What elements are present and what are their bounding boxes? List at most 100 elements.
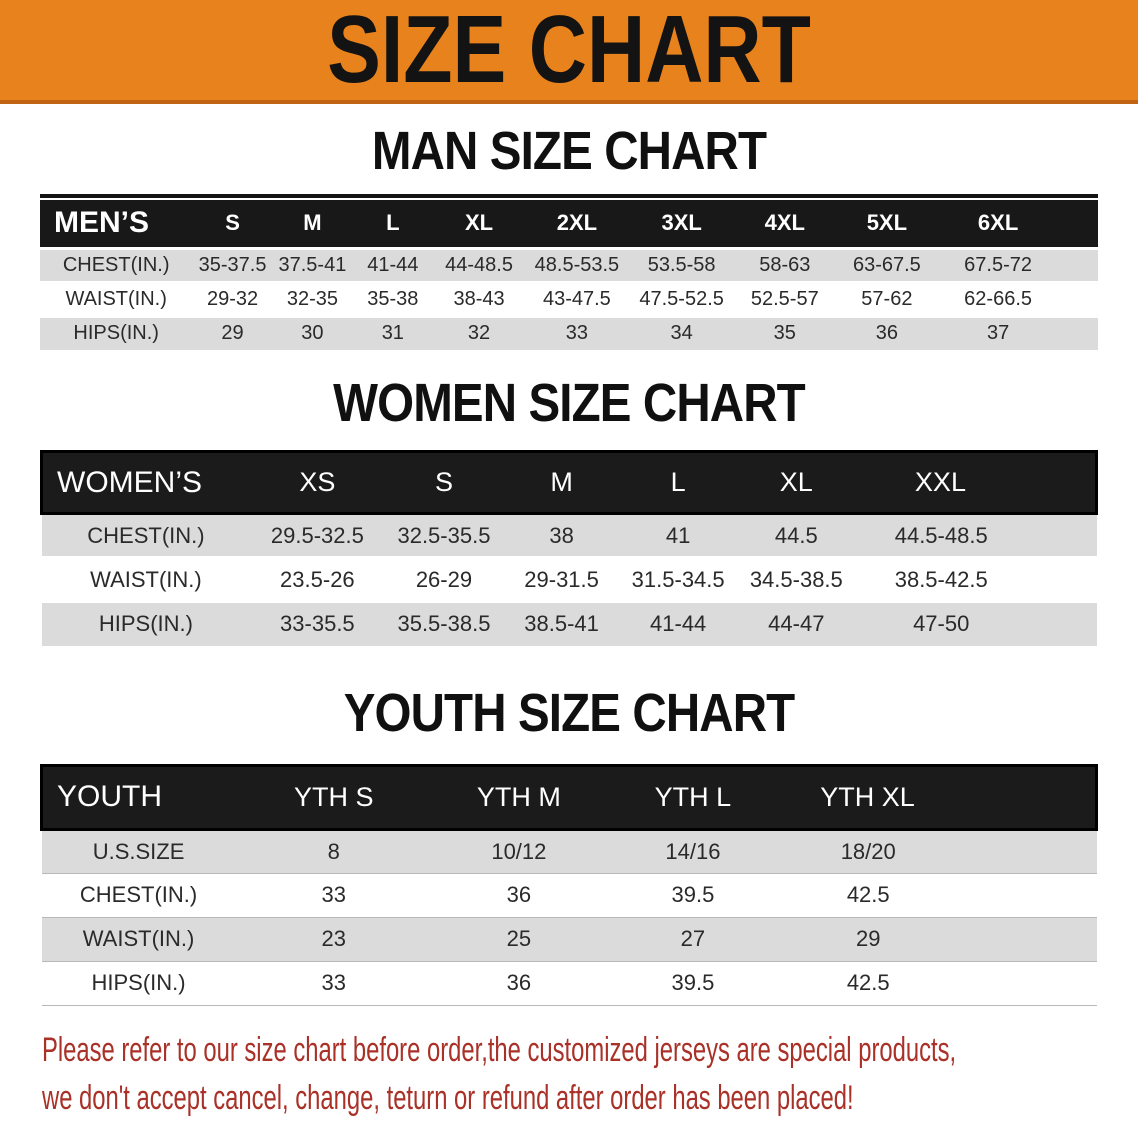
size-cell: 34 — [670, 322, 693, 345]
men-header-row: MEN’S S M L XL 2XL 3XL 4XL 5XL 6XL — [40, 200, 1098, 248]
size-cell: 38-43 — [453, 287, 505, 310]
women-section-heading: WOMEN SIZE CHART — [333, 373, 806, 433]
table-row: WAIST(IN.) 23 25 27 29 — [41, 917, 1097, 961]
size-cell: 36 — [875, 322, 898, 345]
size-cell: 8 — [327, 838, 340, 864]
disclaimer-line-2: we don't accept cancel, change, teturn o… — [42, 1078, 854, 1117]
table-row: HIPS(IN.) 33-35.5 35.5-38.5 38.5-41 41-4… — [41, 601, 1097, 646]
disclaimer: Please refer to our size chart before or… — [0, 1026, 1138, 1122]
size-column-header: 4XL — [764, 210, 805, 236]
size-cell: 34.5-38.5 — [749, 566, 843, 592]
size-column-header: M — [550, 467, 573, 497]
size-cell: 38.5-42.5 — [894, 566, 988, 592]
size-cell: 44.5-48.5 — [894, 522, 988, 548]
size-cell: 23.5-26 — [280, 566, 355, 592]
size-cell: 47-50 — [913, 611, 970, 637]
size-cell: 44-48.5 — [445, 253, 513, 276]
table-row: CHEST(IN.) 29.5-32.5 32.5-35.5 38 41 44.… — [41, 513, 1097, 558]
size-cell: 33 — [565, 322, 589, 345]
table-row: CHEST(IN.) 35-37.5 37.5-41 41-44 44-48.5… — [40, 248, 1098, 282]
size-cell: 33-35.5 — [280, 611, 355, 637]
youth-header-row: YOUTH YTH S YTH M YTH L YTH XL — [41, 765, 1097, 829]
size-cell: 23 — [321, 926, 346, 951]
size-cell: 32 — [467, 322, 491, 345]
size-cell: 44-47 — [768, 611, 825, 637]
size-cell: 36 — [506, 970, 532, 995]
size-cell: 31.5-34.5 — [631, 566, 725, 592]
size-column-header: YTH M — [476, 781, 561, 812]
size-cell: 18/20 — [840, 838, 896, 864]
size-cell: 29-32 — [206, 287, 259, 310]
women-header-row: WOMEN’S XS S M L XL XXL — [41, 451, 1097, 514]
row-label: U.S.SIZE — [92, 838, 185, 864]
table-row: WAIST(IN.) 23.5-26 26-29 29-31.5 31.5-34… — [41, 557, 1097, 602]
size-cell: 44.5 — [774, 522, 818, 548]
banner: SIZE CHART — [0, 0, 1138, 104]
size-column-header: 3XL — [661, 210, 702, 236]
men-size-table: MEN’S S M L XL 2XL 3XL 4XL 5XL 6XL CHEST… — [40, 200, 1098, 350]
size-column-header: XL — [464, 210, 494, 236]
row-label: CHEST(IN.) — [62, 253, 170, 276]
table-row: WAIST(IN.) 29-32 32-35 35-38 38-43 43-47… — [40, 282, 1098, 316]
men-section-heading-wrap: MAN SIZE CHART — [0, 124, 1138, 178]
size-column-header: M — [303, 210, 322, 236]
size-cell: 32-35 — [286, 287, 338, 310]
size-cell: 39.5 — [671, 970, 715, 995]
row-label: HIPS(IN.) — [91, 970, 186, 995]
size-cell: 42.5 — [846, 970, 890, 995]
size-cell: 32.5-35.5 — [397, 522, 491, 548]
size-cell: 67.5-72 — [964, 253, 1033, 276]
size-column-header: XL — [779, 467, 813, 497]
women-size-table: WOMEN’S XS S M L XL XXL CHEST(IN.) 29.5-… — [40, 450, 1098, 646]
row-label: CHEST(IN.) — [87, 522, 205, 548]
size-cell: 57-62 — [861, 287, 913, 310]
size-cell: 29.5-32.5 — [270, 522, 364, 548]
women-header-label: WOMEN’S — [57, 465, 202, 499]
size-cell: 14/16 — [665, 838, 721, 864]
size-column-header: S — [225, 210, 240, 236]
size-cell: 35-38 — [367, 287, 419, 310]
youth-size-table: YOUTH YTH S YTH M YTH L YTH XL U.S.SIZE … — [40, 764, 1098, 1006]
row-label: WAIST(IN.) — [90, 566, 202, 592]
size-column-header: XS — [299, 467, 336, 497]
size-column-header: XXL — [914, 467, 966, 497]
size-cell: 26-29 — [415, 566, 473, 592]
row-label: CHEST(IN.) — [79, 882, 198, 907]
size-cell: 37 — [986, 322, 1010, 345]
size-cell: 53.5-58 — [647, 253, 716, 276]
size-column-header: 6XL — [977, 210, 1019, 236]
size-cell: 33 — [321, 882, 346, 907]
row-label: WAIST(IN.) — [65, 287, 167, 310]
row-label: HIPS(IN.) — [98, 611, 193, 637]
table-row: HIPS(IN.) 33 36 39.5 42.5 — [41, 961, 1097, 1005]
row-label: HIPS(IN.) — [73, 322, 159, 345]
size-cell: 29 — [221, 322, 244, 345]
size-cell: 35.5-38.5 — [397, 611, 491, 637]
size-cell: 10/12 — [491, 838, 547, 864]
size-cell: 35 — [773, 322, 796, 345]
disclaimer-line-1: Please refer to our size chart before or… — [42, 1030, 957, 1069]
table-row: U.S.SIZE 8 10/12 14/16 18/20 — [41, 829, 1097, 873]
table-row: HIPS(IN.) 29 30 31 32 33 34 35 36 37 — [40, 316, 1098, 350]
size-cell: 52.5-57 — [750, 287, 819, 310]
size-cell: 35-37.5 — [198, 253, 267, 276]
size-cell: 62-66.5 — [964, 287, 1033, 310]
men-header-label: MEN’S — [54, 206, 150, 240]
size-cell: 29 — [855, 926, 881, 951]
size-cell: 41-44 — [650, 611, 707, 637]
table-row: CHEST(IN.) 33 36 39.5 42.5 — [41, 873, 1097, 917]
size-column-header: YTH S — [293, 781, 374, 812]
youth-section-heading-wrap: YOUTH SIZE CHART — [0, 686, 1138, 740]
size-cell: 41 — [665, 522, 691, 548]
size-cell: 36 — [506, 882, 532, 907]
size-cell: 33 — [321, 970, 346, 995]
row-label: WAIST(IN.) — [82, 926, 195, 951]
men-table-wrap: MEN’S S M L XL 2XL 3XL 4XL 5XL 6XL CHEST… — [40, 194, 1098, 350]
youth-header-label: YOUTH — [57, 780, 162, 813]
size-cell: 47.5-52.5 — [639, 287, 724, 310]
size-cell: 38 — [549, 522, 574, 548]
size-cell: 63-67.5 — [852, 253, 921, 276]
size-cell: 48.5-53.5 — [534, 253, 620, 276]
size-column-header: 2XL — [556, 210, 598, 236]
size-cell: 30 — [301, 322, 324, 345]
